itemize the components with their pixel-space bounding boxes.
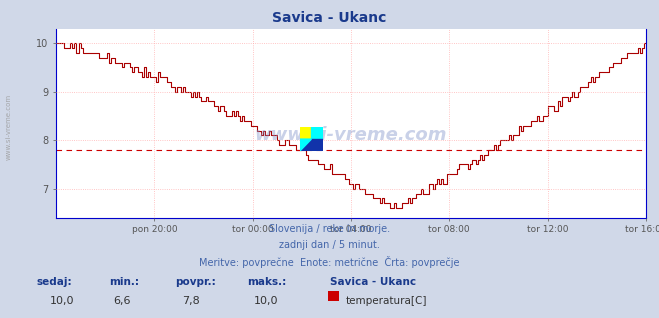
Text: 10,0: 10,0 (254, 296, 278, 306)
Text: zadnji dan / 5 minut.: zadnji dan / 5 minut. (279, 240, 380, 250)
Text: 7,8: 7,8 (183, 296, 200, 306)
Text: maks.:: maks.: (247, 277, 287, 287)
Text: Savica - Ukanc: Savica - Ukanc (330, 277, 416, 287)
Bar (312, 139, 323, 151)
Text: Meritve: povprečne  Enote: metrične  Črta: povprečje: Meritve: povprečne Enote: metrične Črta:… (199, 256, 460, 268)
Text: sedaj:: sedaj: (36, 277, 72, 287)
Polygon shape (300, 139, 312, 151)
Text: temperatura[C]: temperatura[C] (346, 296, 428, 306)
Text: Slovenija / reke in morje.: Slovenija / reke in morje. (269, 224, 390, 234)
Text: www.si-vreme.com: www.si-vreme.com (254, 126, 447, 144)
Text: Savica - Ukanc: Savica - Ukanc (272, 11, 387, 25)
Polygon shape (300, 139, 312, 151)
Bar (312, 127, 323, 139)
Text: 10,0: 10,0 (49, 296, 74, 306)
Text: min.:: min.: (109, 277, 139, 287)
Text: www.si-vreme.com: www.si-vreme.com (5, 94, 12, 160)
Bar (300, 127, 312, 139)
Text: 6,6: 6,6 (113, 296, 131, 306)
Text: povpr.:: povpr.: (175, 277, 215, 287)
